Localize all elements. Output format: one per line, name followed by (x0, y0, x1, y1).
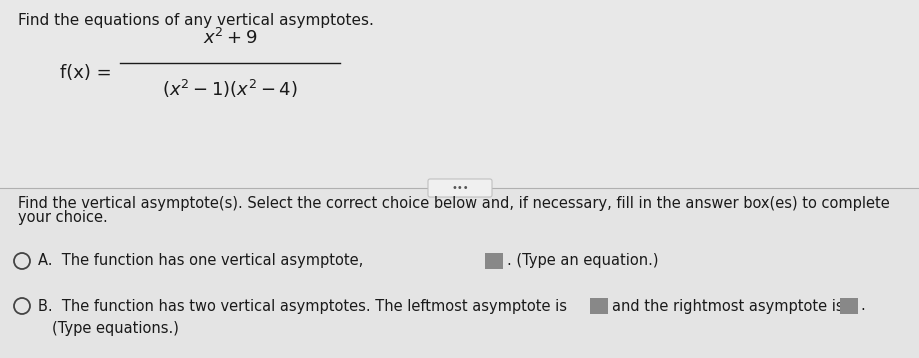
Text: (Type equations.): (Type equations.) (52, 320, 178, 335)
Text: Find the equations of any vertical asymptotes.: Find the equations of any vertical asymp… (18, 13, 373, 28)
Text: . (Type an equation.): . (Type an equation.) (506, 253, 658, 268)
Text: $x^2+9$: $x^2+9$ (202, 28, 257, 48)
Text: your choice.: your choice. (18, 210, 108, 225)
Text: and the rightmost asymptote is: and the rightmost asymptote is (611, 299, 843, 314)
Text: $(x^2-1)(x^2-4)$: $(x^2-1)(x^2-4)$ (162, 78, 298, 100)
Text: A.  The function has one vertical asymptote,: A. The function has one vertical asympto… (38, 253, 363, 268)
Bar (839, 298, 857, 314)
Bar (0, 188, 919, 358)
Bar (0, 0, 919, 188)
Text: Find the vertical asymptote(s). Select the correct choice below and, if necessar: Find the vertical asymptote(s). Select t… (18, 196, 889, 211)
Text: •••: ••• (450, 183, 469, 193)
Bar (589, 298, 607, 314)
Bar (484, 253, 503, 269)
Text: .: . (859, 299, 864, 314)
Text: B.  The function has two vertical asymptotes. The leftmost asymptote is: B. The function has two vertical asympto… (38, 299, 566, 314)
FancyBboxPatch shape (427, 179, 492, 197)
Text: f(x) =: f(x) = (60, 64, 111, 82)
